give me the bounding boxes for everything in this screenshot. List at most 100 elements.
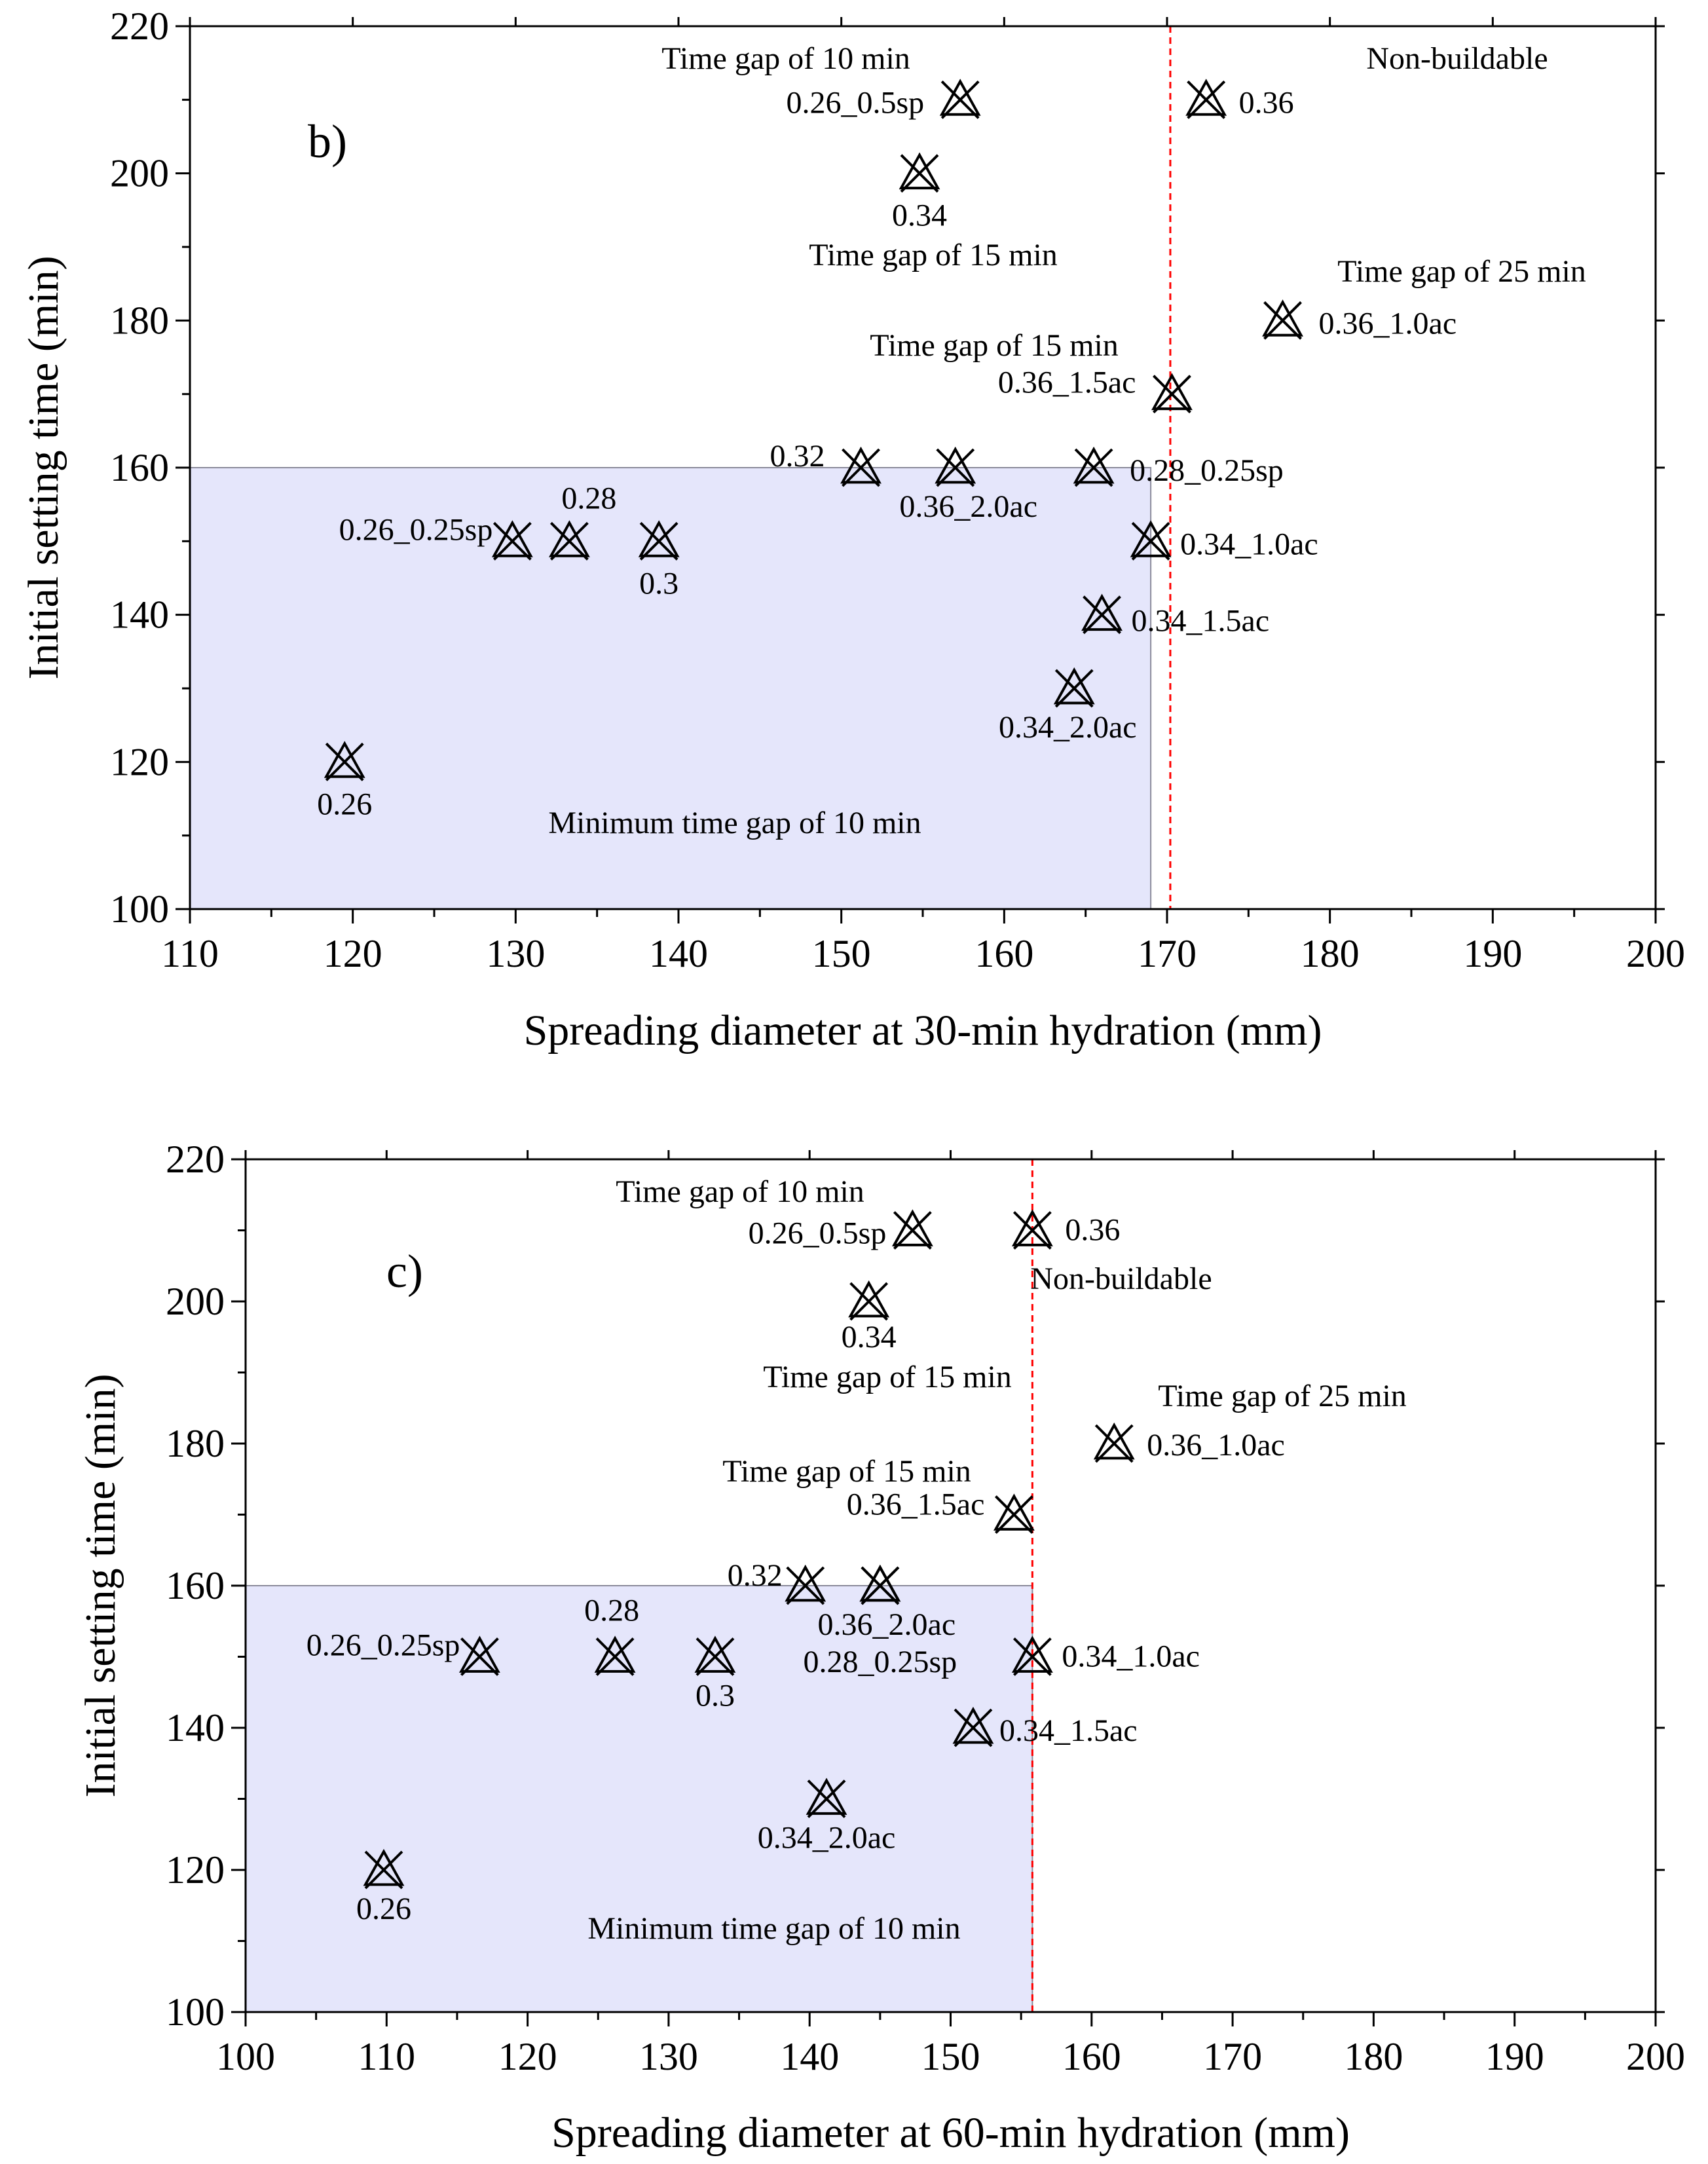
point-triangle-marker <box>491 520 533 557</box>
y-tick-label: 160 <box>110 446 169 489</box>
point-x-marker <box>1153 375 1191 414</box>
point-triangle-marker <box>548 520 590 557</box>
point-x-marker <box>1131 521 1170 561</box>
y-tick-label: 100 <box>110 887 169 931</box>
x-tick-label: 200 <box>1626 932 1685 975</box>
point-triangle-marker <box>594 1635 636 1673</box>
x-tick-label: 140 <box>780 2035 839 2078</box>
data-point <box>1093 1422 1135 1463</box>
point-label: 0.36_2.0ac <box>899 489 1037 524</box>
point-x-marker <box>1083 595 1121 635</box>
point-triangle-marker <box>1073 446 1115 484</box>
data-point <box>859 1564 901 1605</box>
x-tick-label: 190 <box>1463 932 1522 975</box>
data-point <box>694 1635 736 1676</box>
point-label: 0.36_1.0ac <box>1147 1428 1285 1463</box>
point-label: 0.26_0.5sp <box>749 1216 887 1251</box>
point-x-marker <box>1187 80 1226 119</box>
point-x-marker <box>1012 1211 1052 1250</box>
point-triangle-marker <box>1081 593 1123 631</box>
chart-panel: 110 120 130 140 150 160 170 180 190 200 100 120 140 1… <box>20 5 1685 1054</box>
point-triangle-marker <box>324 741 365 778</box>
point-x-marker <box>639 521 678 561</box>
panel-label: b) <box>308 115 347 168</box>
point-label: 0.28_0.25sp <box>804 1645 957 1679</box>
point-triangle-marker <box>1185 79 1227 116</box>
region-label: Minimum time gap of 10 min <box>587 1911 960 1946</box>
point-x-marker <box>842 448 880 487</box>
point-x-marker <box>849 1282 889 1321</box>
data-point <box>840 446 882 487</box>
point-triangle-marker <box>952 1706 994 1744</box>
point-label: 0.34_1.5ac <box>1132 604 1270 639</box>
data-point <box>993 1493 1035 1534</box>
point-x-marker <box>595 1637 635 1676</box>
annotation: Time gap of 15 min <box>809 238 1058 272</box>
x-tick-label: 130 <box>486 932 545 975</box>
point-label: 0.32 <box>770 439 825 474</box>
x-tick-label: 110 <box>358 2035 415 2078</box>
annotation: Time gap of 25 min <box>1158 1379 1407 1413</box>
point-label: 0.26 <box>356 1892 411 1926</box>
point-triangle-marker <box>993 1493 1035 1531</box>
point-x-marker <box>696 1637 735 1676</box>
x-tick-label: 190 <box>1485 2035 1544 2078</box>
point-x-marker <box>1094 1424 1134 1463</box>
data-point <box>891 1209 933 1250</box>
point-triangle-marker <box>891 1209 933 1246</box>
data-point <box>491 520 533 561</box>
point-label: 0.34_2.0ac <box>758 1821 896 1856</box>
y-tick-label: 200 <box>110 152 169 195</box>
point-x-marker <box>1074 448 1113 487</box>
point-label: 0.28_0.25sp <box>1130 453 1284 488</box>
point-triangle-marker <box>785 1564 826 1602</box>
data-point <box>1011 1635 1053 1676</box>
point-x-marker <box>954 1708 993 1747</box>
y-axis-title: Initial setting time (min) <box>77 1373 124 1797</box>
point-triangle-marker <box>1093 1422 1135 1460</box>
point-label: 0.3 <box>696 1679 735 1713</box>
annotation: Time gap of 10 min <box>661 41 910 76</box>
point-x-marker <box>940 80 980 119</box>
y-tick-label: 180 <box>166 1422 225 1465</box>
data-point <box>458 1635 500 1676</box>
point-label: 0.3 <box>639 566 678 601</box>
point-label: 0.26_0.5sp <box>787 85 925 120</box>
point-x-marker <box>900 154 939 193</box>
point-label: 0.36 <box>1065 1213 1120 1248</box>
point-triangle-marker <box>848 1280 890 1318</box>
point-x-marker <box>549 521 589 561</box>
point-x-marker <box>936 448 975 487</box>
data-point <box>1053 667 1095 708</box>
data-point <box>939 79 981 119</box>
data-point <box>935 446 976 487</box>
point-x-marker <box>492 521 532 561</box>
data-point <box>1262 299 1303 340</box>
x-tick-label: 200 <box>1626 2035 1685 2078</box>
point-triangle-marker <box>1011 1635 1053 1673</box>
point-triangle-marker <box>1130 520 1172 557</box>
point-x-marker <box>893 1211 932 1250</box>
data-point <box>848 1280 890 1321</box>
point-x-marker <box>786 1566 825 1605</box>
y-tick-label: 120 <box>166 1848 225 1892</box>
point-triangle-marker <box>458 1635 500 1673</box>
data-point <box>324 741 365 781</box>
y-tick-label: 220 <box>110 5 169 48</box>
point-triangle-marker <box>1262 299 1303 337</box>
point-triangle-marker <box>363 1848 405 1886</box>
data-point <box>1011 1209 1053 1250</box>
annotation: Non-buildable <box>1366 41 1548 76</box>
point-label: 0.26 <box>317 787 372 821</box>
annotation: Time gap of 15 min <box>870 328 1119 363</box>
point-triangle-marker <box>840 446 882 484</box>
x-tick-label: 170 <box>1203 2035 1262 2078</box>
point-x-marker <box>460 1637 499 1676</box>
y-tick-label: 100 <box>166 1990 225 2034</box>
point-label: 0.26_0.25sp <box>339 512 493 547</box>
data-point <box>1130 520 1172 561</box>
x-tick-label: 160 <box>1062 2035 1121 2078</box>
point-x-marker <box>807 1780 846 1818</box>
point-label: 0.28 <box>561 481 616 515</box>
point-triangle-marker <box>806 1778 847 1815</box>
